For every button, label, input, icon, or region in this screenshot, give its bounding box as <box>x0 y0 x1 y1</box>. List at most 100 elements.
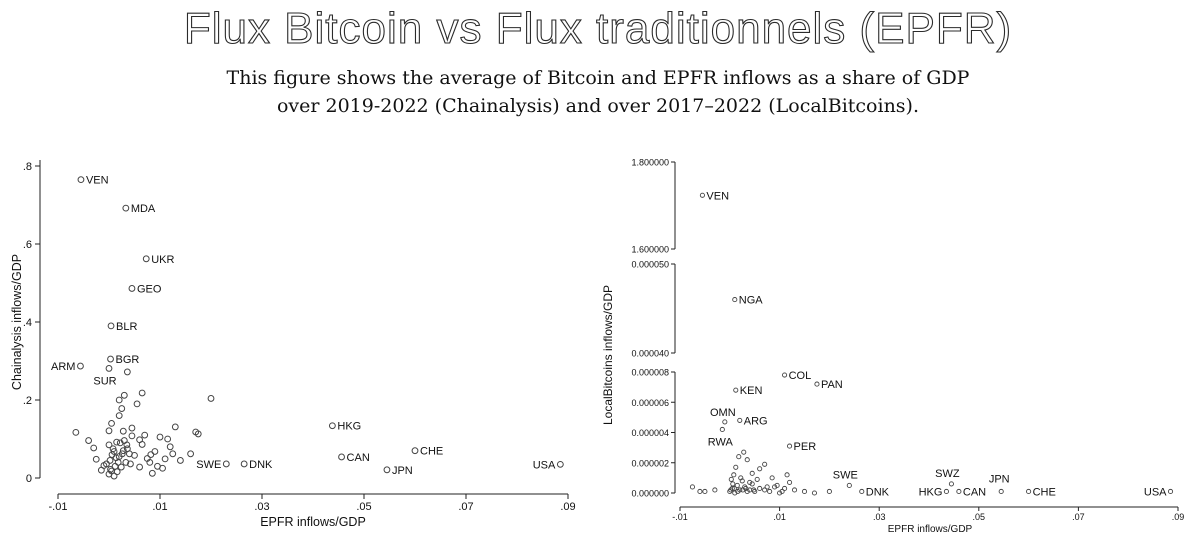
data-point <box>138 389 146 397</box>
data-point-dnk <box>859 488 865 495</box>
figure-title: Flux Bitcoin vs Flux traditionnels (EPFR… <box>183 3 1013 53</box>
point-label-che: CHE <box>1033 486 1056 498</box>
data-point <box>772 484 778 490</box>
right-x-tick-label: -.01 <box>672 512 688 522</box>
data-point-che <box>411 447 419 455</box>
left-x-tick-label: .01 <box>152 501 167 513</box>
point-label-nga: NGA <box>739 295 764 307</box>
point-label-swe: SWE <box>833 469 858 481</box>
data-point <box>764 484 770 490</box>
data-point <box>147 451 155 459</box>
data-point <box>826 488 832 495</box>
data-point <box>159 464 166 472</box>
data-point <box>105 427 113 435</box>
point-label-sur: SUR <box>93 375 116 387</box>
data-point <box>791 487 798 493</box>
data-point <box>811 490 818 496</box>
data-point <box>123 445 131 453</box>
right-x-tick-label: .03 <box>873 512 886 522</box>
right-x-tick-label: .05 <box>973 512 986 522</box>
data-point <box>779 488 785 495</box>
data-point <box>109 445 117 453</box>
right-y-tick-label: 0.000008 <box>631 368 669 378</box>
data-point <box>122 459 130 466</box>
left-x-tick-label: .07 <box>458 501 473 513</box>
point-label-ven: VEN <box>706 190 729 202</box>
data-point <box>774 482 780 488</box>
data-point <box>127 460 134 468</box>
data-point <box>734 482 740 488</box>
right-y-tick-label: 1.600000 <box>631 245 669 255</box>
data-point-pan <box>814 381 820 387</box>
point-label-bgr: BGR <box>116 354 140 366</box>
right-x-tick-label: .09 <box>1172 512 1185 522</box>
data-point-can <box>956 488 962 495</box>
data-point <box>171 423 179 431</box>
data-point <box>801 488 808 495</box>
subtitle-line-1: This figure shows the average of Bitcoin… <box>226 67 970 89</box>
data-point-ven <box>77 176 85 184</box>
data-point-jpn <box>998 488 1004 495</box>
point-label-usa: USA <box>1144 486 1167 498</box>
point-label-can: CAN <box>963 486 986 498</box>
data-point <box>92 455 100 463</box>
data-point <box>116 439 124 447</box>
data-point <box>164 435 172 443</box>
data-point <box>731 485 737 492</box>
data-point <box>119 447 127 455</box>
right-y-tick-label: 0.000004 <box>631 428 669 438</box>
right-y-tick-label: 0.000040 <box>631 349 669 359</box>
data-point <box>90 444 98 452</box>
point-label-mda: MDA <box>131 203 156 215</box>
point-label-hkg: HKG <box>919 486 943 498</box>
data-point <box>754 476 760 482</box>
data-point <box>712 487 718 493</box>
data-point <box>103 460 110 468</box>
data-point <box>138 441 146 448</box>
data-point <box>784 472 790 478</box>
data-point <box>97 466 105 474</box>
data-point-blr <box>107 322 115 330</box>
point-label-ven: VEN <box>86 175 109 187</box>
point-label-swe: SWE <box>196 459 221 471</box>
data-point-per <box>787 443 793 449</box>
data-point-swz <box>948 481 954 487</box>
data-point <box>736 454 742 460</box>
point-label-hkg: HKG <box>337 421 361 433</box>
data-point-swe <box>846 482 852 488</box>
data-point <box>115 412 123 420</box>
data-point <box>169 450 177 458</box>
point-label-col: COL <box>789 370 812 382</box>
data-point-omn <box>722 419 728 425</box>
data-point <box>767 488 773 495</box>
data-point <box>744 457 750 463</box>
data-point <box>166 443 174 451</box>
left-x-tick-label: .03 <box>254 501 269 513</box>
right-y-tick-label: 0.000050 <box>631 260 669 270</box>
point-label-per: PER <box>794 441 817 453</box>
left-y-tick-label: 0 <box>26 473 32 485</box>
data-point <box>118 450 126 458</box>
data-point <box>757 466 763 472</box>
point-label-blr: BLR <box>116 321 137 333</box>
point-label-usa: USA <box>533 459 556 471</box>
data-point <box>738 475 744 481</box>
left-x-tick-label: .05 <box>356 501 371 513</box>
right-x-tick-label: .07 <box>1072 512 1085 522</box>
data-point <box>762 487 768 493</box>
data-point-dnk <box>240 460 248 468</box>
data-point <box>133 400 141 408</box>
data-point <box>751 487 757 493</box>
data-point <box>177 457 184 464</box>
data-point <box>115 396 123 404</box>
data-point-ukr <box>142 255 150 263</box>
left-y-tick-label: .2 <box>23 395 32 407</box>
data-point <box>119 427 127 435</box>
point-label-swz: SWZ <box>935 468 960 480</box>
data-point <box>161 455 169 463</box>
data-point <box>762 461 768 467</box>
data-point-col <box>782 372 788 378</box>
data-point-mda <box>122 204 130 212</box>
right-y-tick-label: 1.800000 <box>631 158 669 168</box>
right-x-tick-label: .01 <box>773 512 786 522</box>
